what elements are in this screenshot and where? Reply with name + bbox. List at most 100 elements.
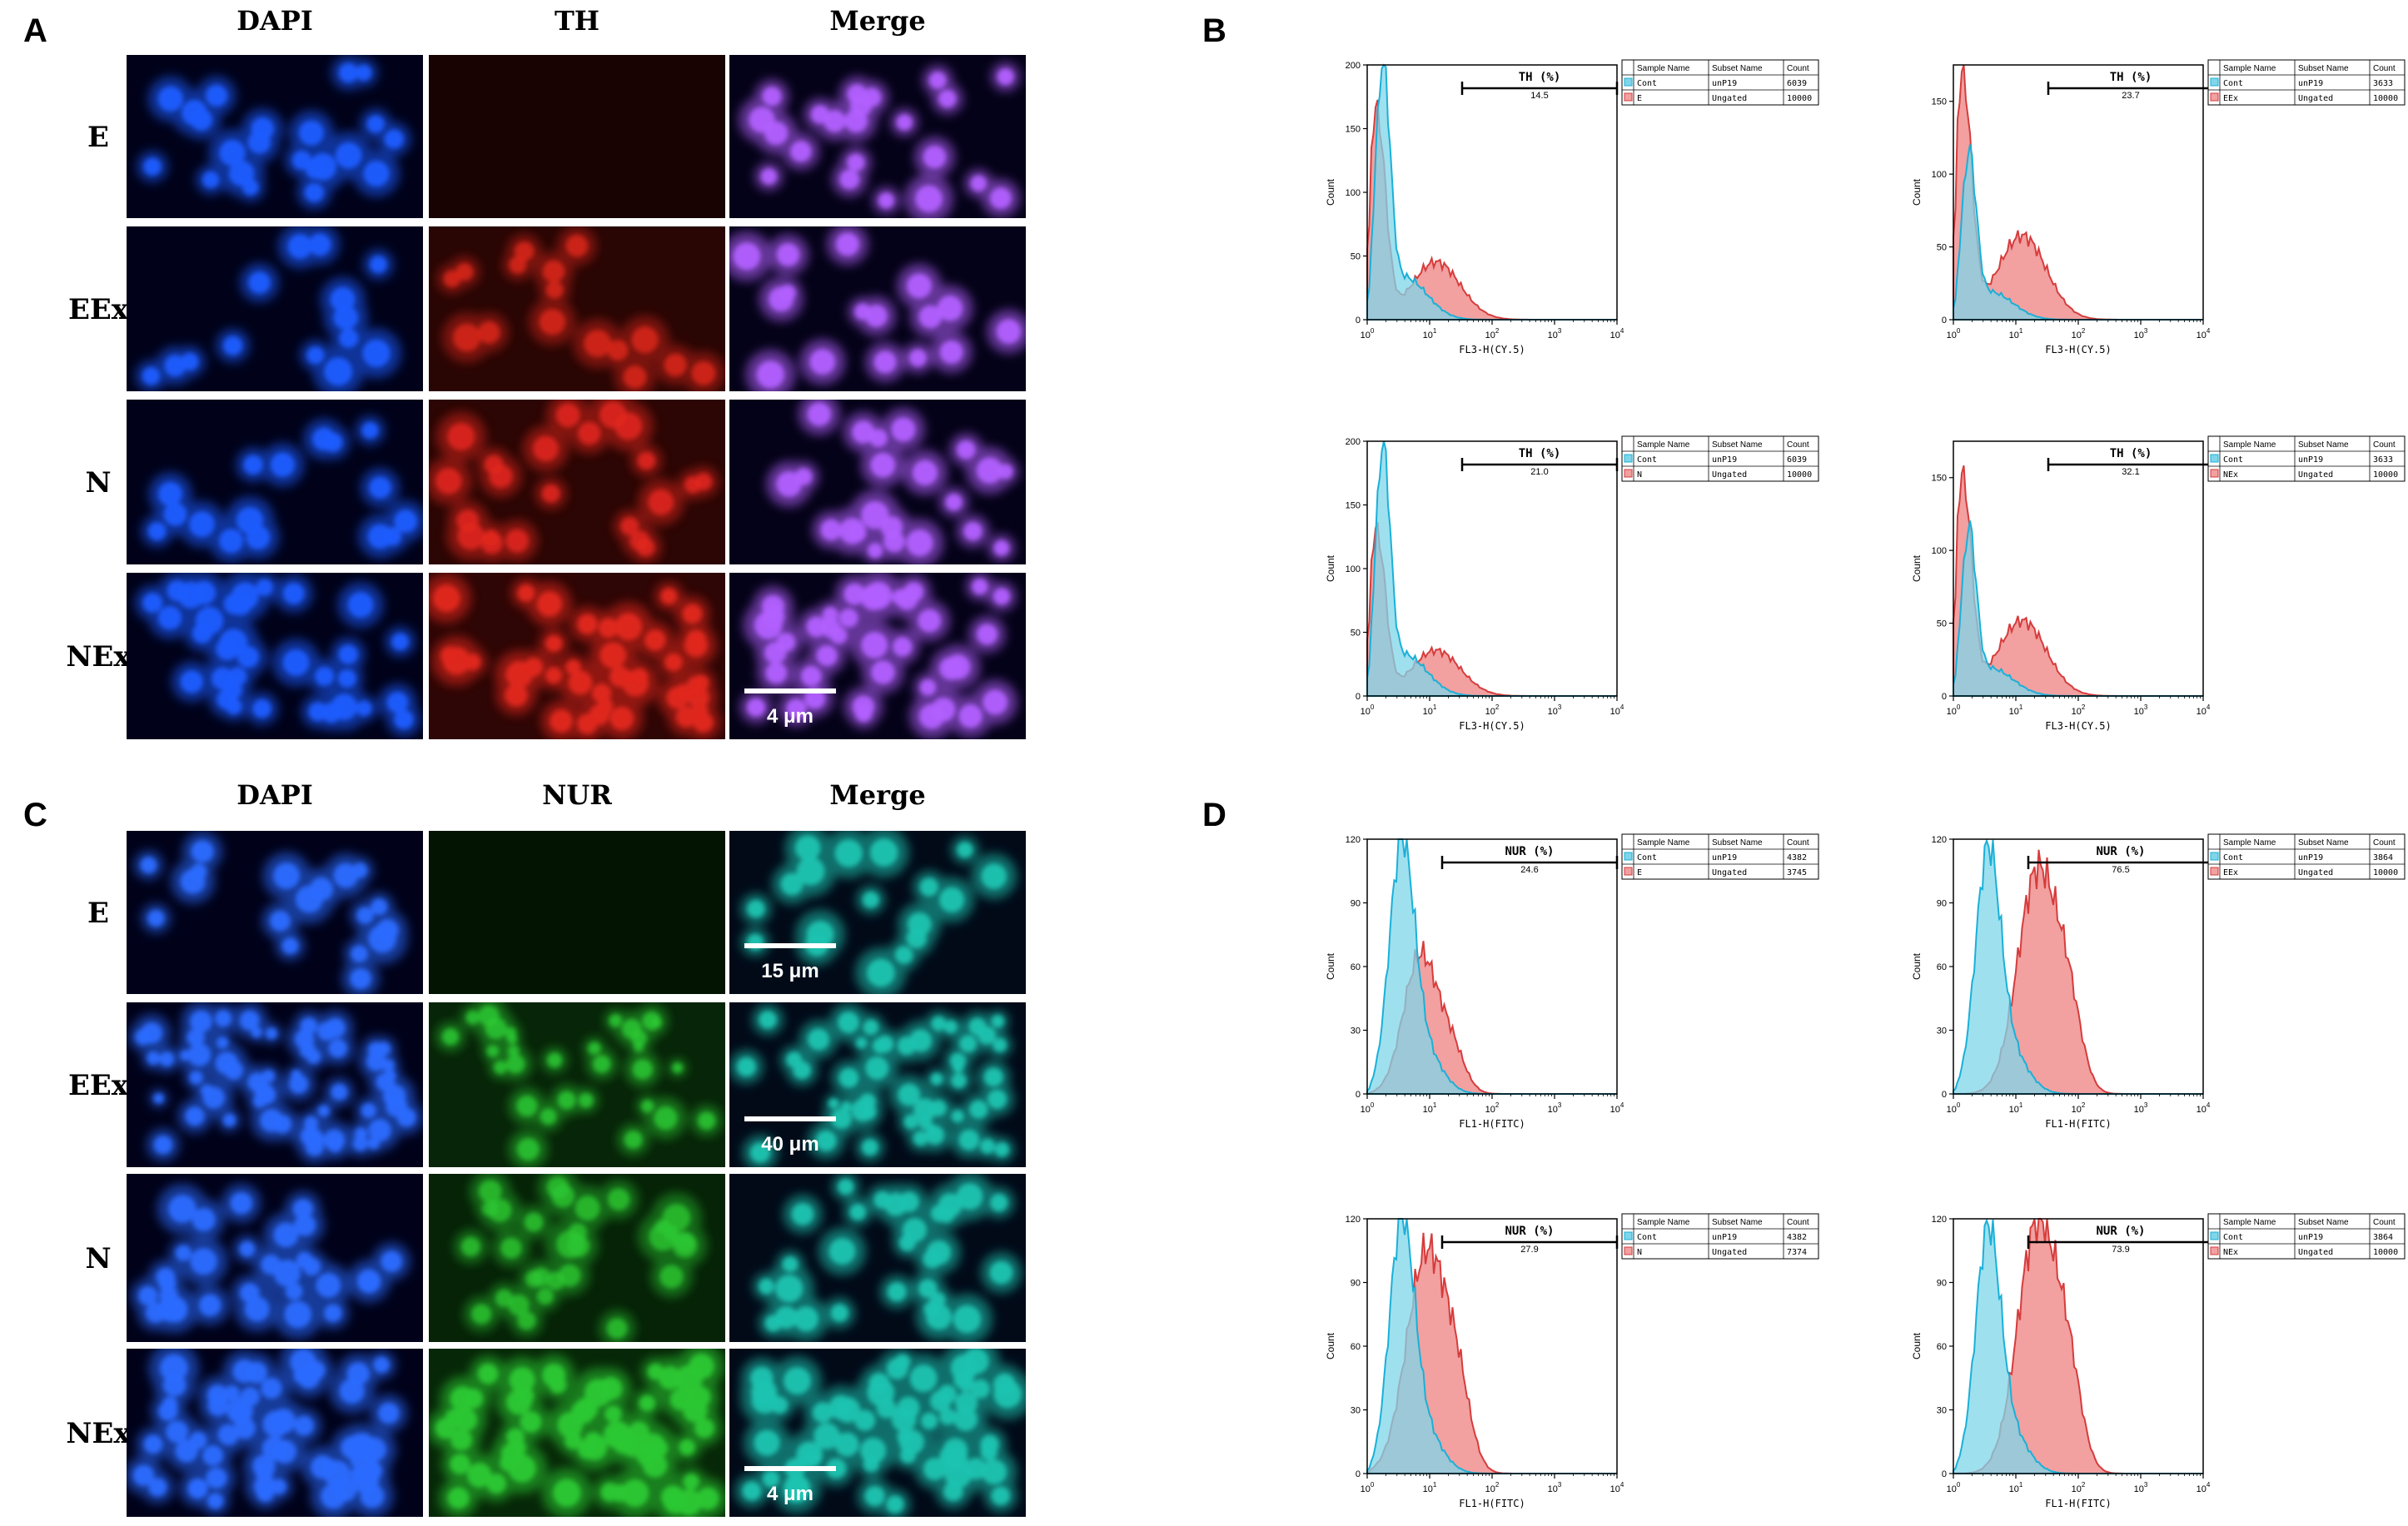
legend-cell: E [1637,868,1642,877]
legend-cell: Cont [1637,79,1657,88]
legend-cell: unP19 [2298,455,2323,465]
legend-swatch [2210,92,2219,102]
legend-swatch [1624,77,1633,87]
legend-table: Sample Name Subset Name Count Cont unP19 6039… [1621,435,1819,482]
x-tick-label: 101 [1423,1481,1437,1494]
y-tick-label: 0 [1356,692,1361,702]
x-axis-label: FL1-H(FITC) [2045,1118,2111,1130]
legend-header: Sample Name [2223,1218,2276,1227]
y-tick-label: 90 [1351,1279,1361,1289]
x-tick-label: 104 [1610,703,1624,717]
x-tick-label: 104 [1610,327,1624,340]
legend-cell: Ungated [1712,470,1747,480]
legend-cell: NEx [2223,1248,2238,1257]
x-tick-label: 100 [1947,327,1961,340]
sample-histogram [1953,465,2203,697]
y-tick-label: 50 [1937,243,1947,253]
micrograph-dapi-e [127,55,423,218]
legend-table: Sample Name Subset Name Count Cont unP19 3633… [2207,59,2406,106]
legend-swatch [2210,1231,2219,1240]
y-tick-label: 0 [1356,316,1361,326]
legend-cell: unP19 [2298,1233,2323,1242]
x-tick-label: 100 [1361,327,1375,340]
legend-swatch [2210,77,2219,87]
gate-percentage: 73.9 [2112,1245,2129,1255]
legend-cell: unP19 [1712,455,1737,465]
y-tick-label: 60 [1351,962,1361,972]
legend-swatch [2210,852,2219,861]
histogram-d-tr: 0 30 60 90 120 Count 100 101 102 103 104 FL1-H(FITC… [1911,833,2406,1130]
histogram-b-br: 0 50 100 150 Count 100 101 102 103 104 FL3-H(CY.5)… [1911,435,2406,732]
y-tick-label: 0 [1942,1469,1947,1479]
gate-label: NUR (%) [1505,1225,1554,1238]
x-tick-label: 102 [1485,1101,1500,1115]
control-histogram [1366,838,1617,1095]
x-tick-label: 100 [1361,1481,1375,1494]
y-tick-label: 30 [1351,1406,1361,1416]
y-tick-label: 30 [1351,1026,1361,1036]
row-label-n: N [85,1242,111,1275]
gate-label: TH (%) [2110,447,2152,460]
legend-cell: 4382 [1787,1233,1807,1242]
legend-cell: Cont [2223,853,2243,862]
x-tick-label: 104 [2197,1481,2211,1494]
legend-cell: 3864 [2373,853,2393,862]
x-tick-label: 103 [1548,327,1562,340]
x-tick-label: 104 [2197,703,2211,717]
y-tick-label: 30 [1937,1026,1947,1036]
legend-cell: Cont [1637,853,1657,862]
x-tick-label: 100 [1947,1481,1961,1494]
y-tick-label: 50 [1937,619,1947,629]
y-tick-label: 150 [1932,97,1947,107]
y-axis-label: Count [1325,1332,1336,1359]
histogram-d-br: 0 30 60 90 120 Count 100 101 102 103 104 FL1-H(FITC… [1911,1213,2406,1509]
legend-header: Subset Name [2298,838,2349,848]
x-tick-label: 100 [1361,703,1375,717]
x-tick-label: 103 [1548,1101,1562,1115]
legend-cell: 3864 [2373,1233,2393,1242]
gate-label: TH (%) [1519,71,1561,84]
legend-cell: Ungated [2298,1248,2333,1257]
legend-cell: Ungated [2298,94,2333,103]
row-label-e: E [87,121,109,154]
y-axis-label: Count [1911,178,1923,206]
y-tick-label: 120 [1346,1215,1361,1225]
micrograph-th-n [429,400,725,564]
column-label-dapi: DAPI [236,5,313,37]
micrograph-dapi-eex [127,1002,423,1167]
histogram-b-bl: 0 50 100 150 200 Count 100 101 102 103 104 FL3-H(CY… [1325,435,1819,732]
x-tick-label: 100 [1947,1101,1961,1115]
legend-cell: 10000 [2373,1248,2398,1257]
sample-histogram [1953,64,2203,321]
control-histogram [1366,1218,1617,1474]
legend-swatch [2210,454,2219,463]
y-tick-label: 50 [1351,252,1361,262]
gate-percentage: 24.6 [1520,865,1538,875]
legend-cell: 10000 [2373,470,2398,480]
legend-table: Sample Name Subset Name Count Cont unP19 6039… [1621,59,1819,106]
y-tick-label: 90 [1351,899,1361,909]
legend-swatch [1624,469,1633,478]
y-tick-label: 0 [1942,692,1947,702]
legend-header: Subset Name [1712,64,1763,73]
y-tick-label: 0 [1942,316,1947,326]
legend-cell: Cont [1637,1233,1657,1242]
x-tick-label: 101 [1423,1101,1437,1115]
panel-letter-a: A [23,12,47,49]
legend-cell: N [1637,1248,1642,1257]
y-tick-label: 120 [1346,835,1361,845]
histogram-d-tl: 0 30 60 90 120 Count 100 101 102 103 104 FL1-H(FITC… [1325,833,1819,1130]
scale-bar: 15 μm [744,943,836,982]
gate-percentage: 32.1 [2122,467,2139,477]
histogram-b-tl: 0 50 100 150 200 Count 100 101 102 103 104 FL3-H(CY… [1325,59,1819,355]
x-axis-label: FL3-H(CY.5) [2045,344,2111,355]
row-label-n: N [85,466,111,500]
y-tick-label: 150 [1932,474,1947,484]
gate-percentage: 23.7 [2122,91,2139,101]
x-axis-label: FL1-H(FITC) [1459,1498,1525,1509]
y-tick-label: 0 [1356,1469,1361,1479]
column-label-th: TH [555,5,600,37]
legend-cell: Cont [2223,455,2243,465]
panel-letter-b: B [1202,12,1226,49]
y-tick-label: 90 [1937,899,1947,909]
